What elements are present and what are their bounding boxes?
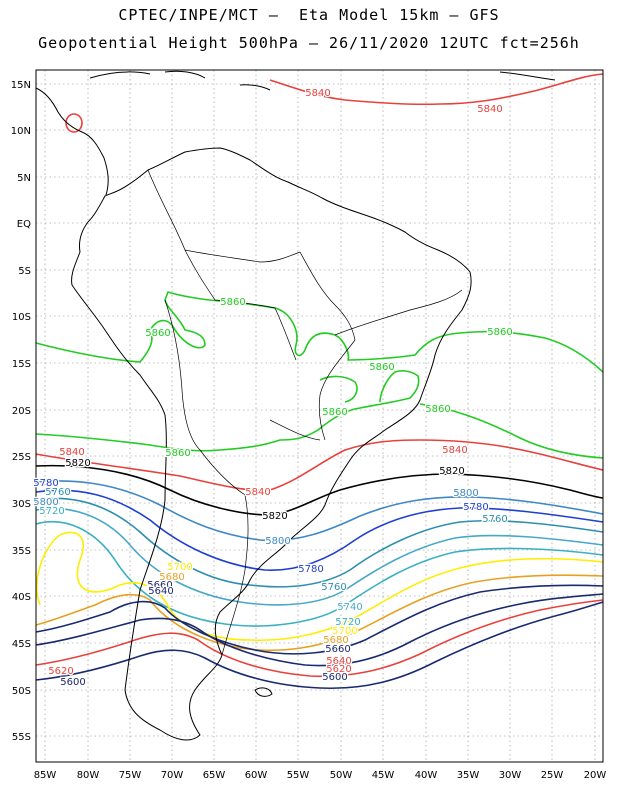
contour-5760 [35, 497, 604, 588]
contour-label: 5840 [305, 88, 330, 99]
lat-tick-label: 20S [12, 406, 31, 417]
contour-label: 5860 [369, 362, 394, 373]
contour-5620 [35, 599, 604, 678]
contour-5840 [269, 73, 604, 106]
south-america-coast [71, 147, 472, 741]
contour-label: 5860 [165, 448, 190, 459]
country-borders [147, 169, 463, 656]
contour-label: 5700 [167, 562, 192, 573]
contour-label: 5860 [487, 327, 512, 338]
lat-tick-label: 25S [12, 452, 31, 463]
lat-tick-label: 10N [11, 126, 31, 137]
contour-label: 5860 [425, 404, 450, 415]
contour-5840 [65, 113, 83, 133]
contour-label: 5800 [33, 497, 58, 508]
contour-label: 5780 [463, 502, 488, 513]
contour-label: 5600 [322, 672, 347, 683]
lon-tick-label: 30W [499, 770, 522, 781]
contour-label: 5680 [323, 635, 348, 646]
contour-label: 5720 [39, 506, 64, 517]
contour-label: 5760 [482, 514, 507, 525]
lon-tick-label: 65W [203, 770, 226, 781]
lat-tick-label: 45S [12, 639, 31, 650]
contour-label: 5660 [325, 644, 350, 655]
contour-label: 5680 [159, 572, 184, 583]
lat-tick-label: EQ [17, 219, 31, 230]
contour-label: 5640 [326, 656, 351, 667]
lat-tick-label: 10S [12, 312, 31, 323]
lon-tick-label: 60W [245, 770, 268, 781]
contour-label: 5860 [322, 407, 347, 418]
lon-tick-label: 50W [330, 770, 353, 781]
contour-label: 5660 [147, 580, 172, 591]
central-america-coast [35, 87, 109, 196]
contour-label: 5760 [45, 487, 70, 498]
lon-tick-label: 20W [584, 770, 607, 781]
contour-label: 5780 [33, 478, 58, 489]
caribbean-islands [89, 70, 556, 91]
lat-tick-label: 55S [12, 732, 31, 743]
contour-label: 5840 [442, 445, 467, 456]
contour-label: 5800 [453, 488, 478, 499]
lon-tick-label: 40W [415, 770, 438, 781]
contour-5680 [35, 574, 604, 652]
lon-tick-label: 25W [541, 770, 564, 781]
contour-5860 [35, 291, 604, 373]
map-title: CPTEC/INPE/MCT – Eta Model 15km – GFS [118, 6, 500, 24]
lat-tick-label: 15N [11, 80, 31, 91]
contour-label: 5760 [321, 582, 346, 593]
contour-5800 [35, 480, 604, 542]
contour-label: 5740 [337, 602, 362, 613]
lat-tick-label: 15S [12, 359, 31, 370]
contour-label: 5800 [265, 536, 290, 547]
contour-label: 5600 [60, 677, 85, 688]
lat-tick-label: 5N [17, 173, 31, 184]
contour-label: 5820 [262, 511, 287, 522]
contour-label: 5840 [245, 487, 270, 498]
contour-label: 5720 [335, 617, 360, 628]
contour-labels: 5840 5840 5860 5860 5860 5860 5860 5860 5860 5840… [32, 87, 514, 690]
lon-tick-label: 35W [457, 770, 480, 781]
lon-tick-label: 75W [119, 770, 142, 781]
lon-tick-label: 70W [161, 770, 184, 781]
lat-tick-label: 40S [12, 592, 31, 603]
contour-label: 5860 [220, 297, 245, 308]
contour-5860 [35, 370, 420, 452]
contour-5780 [35, 489, 604, 571]
contour-label: 5820 [65, 458, 90, 469]
lon-tick-label: 45W [372, 770, 395, 781]
latitude-labels: 15N 10N 5N EQ 5S 10S 15S 20S 25S 30S 35S 40S 45S 50S 5… [11, 80, 31, 743]
contour-5840 [35, 439, 604, 492]
contour-label: 5620 [326, 664, 351, 675]
contour-label: 5840 [59, 447, 84, 458]
falkland-islands [254, 687, 273, 697]
contour-5600 [35, 601, 604, 690]
coastlines [35, 70, 556, 741]
contour-5720 [35, 520, 604, 627]
contour-label: 5780 [298, 564, 323, 575]
lat-tick-label: 50S [12, 686, 31, 697]
contour-5860 [419, 403, 604, 459]
lon-tick-label: 55W [287, 770, 310, 781]
contour-label: 5860 [145, 328, 170, 339]
lon-tick-label: 80W [77, 770, 100, 781]
contour-label: 5820 [439, 466, 464, 477]
longitude-labels: 85W 80W 75W 70W 65W 60W 55W 50W 45W 40W 35W 30W 25W 2… [34, 770, 607, 781]
contour-label: 5700 [332, 626, 357, 637]
map-frame [35, 69, 604, 763]
lat-tick-label: 30S [12, 499, 31, 510]
contour-5640 [35, 593, 604, 667]
contour-label: 5620 [48, 666, 73, 677]
contour-5740 [35, 507, 604, 606]
lon-tick-label: 85W [34, 770, 57, 781]
map-subtitle: Geopotential Height 500hPa – 26/11/2020 … [38, 34, 580, 52]
contour-label: 5640 [148, 586, 173, 597]
contour-5660 [35, 584, 604, 655]
contour-label: 5840 [477, 104, 502, 115]
lat-tick-label: 5S [18, 266, 31, 277]
lat-tick-label: 35S [12, 546, 31, 557]
contour-5860 [319, 375, 358, 403]
